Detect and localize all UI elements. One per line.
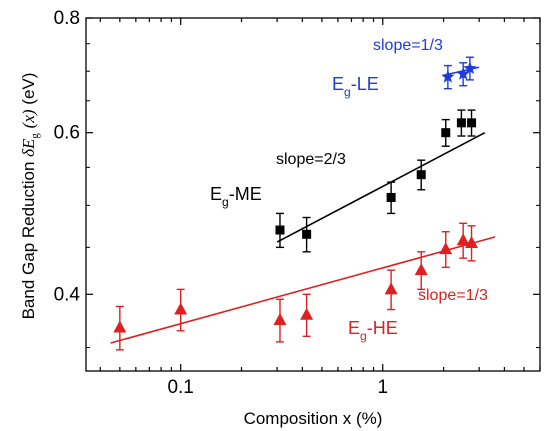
data-points bbox=[113, 56, 479, 351]
y-axis-title: Band Gap Reduction δEg (x) (eV) bbox=[19, 73, 41, 320]
marker-triangle bbox=[273, 313, 287, 326]
data-point-he bbox=[414, 251, 428, 291]
series-le-slope: slope=1/3 bbox=[373, 37, 443, 54]
marker-square bbox=[302, 229, 312, 239]
data-point-he bbox=[113, 305, 127, 351]
data-point-me bbox=[416, 159, 426, 191]
data-point-me bbox=[456, 109, 466, 137]
series-le-label: Eg-LE bbox=[332, 74, 379, 99]
series-he-label: Eg-HE bbox=[348, 318, 398, 343]
x-tick-label: 1 bbox=[377, 377, 388, 398]
marker-star bbox=[456, 67, 470, 80]
marker-square bbox=[441, 128, 451, 138]
marker-triangle bbox=[384, 282, 398, 295]
marker-triangle bbox=[465, 235, 479, 248]
data-point-me bbox=[386, 181, 396, 215]
data-point-he bbox=[300, 293, 314, 338]
data-point-he bbox=[456, 222, 470, 259]
data-point-he bbox=[174, 288, 188, 332]
x-tick-label: 0.1 bbox=[167, 377, 193, 398]
y-axis-title-prefix: Band Gap Reduction bbox=[19, 157, 38, 320]
marker-triangle bbox=[456, 233, 470, 246]
marker-triangle bbox=[439, 242, 453, 255]
data-point-me bbox=[441, 118, 451, 147]
series-he-slope: slope=1/3 bbox=[418, 287, 488, 304]
y-axis-title-sub: g bbox=[29, 133, 41, 139]
marker-square bbox=[416, 170, 426, 180]
marker-star bbox=[441, 69, 455, 83]
marker-star bbox=[463, 61, 477, 75]
data-point-me bbox=[302, 216, 312, 253]
data-point-me bbox=[275, 212, 285, 249]
fit-line-he bbox=[110, 236, 496, 344]
plot-frame bbox=[85, 17, 541, 372]
y-axis-title-delta: δE bbox=[19, 138, 38, 157]
y-tick-label: 0.4 bbox=[54, 284, 81, 305]
data-point-le bbox=[456, 62, 470, 87]
y-axis-title-x: (x) bbox=[19, 109, 38, 128]
series-me-label: Eg-ME bbox=[210, 184, 262, 209]
y-axis: 0.4 0.6 0.8 bbox=[54, 8, 540, 349]
data-point-me bbox=[467, 109, 477, 137]
marker-triangle bbox=[113, 320, 127, 333]
data-point-le bbox=[441, 64, 455, 90]
data-point-he bbox=[465, 225, 479, 262]
data-point-he bbox=[384, 269, 398, 311]
marker-triangle bbox=[174, 302, 188, 315]
marker-square bbox=[386, 192, 396, 202]
fit-line-me bbox=[276, 131, 486, 243]
data-point-he bbox=[439, 231, 453, 269]
svg-text:Band Gap Reduction δEg (x) (eV: Band Gap Reduction δEg (x) (eV) bbox=[19, 73, 41, 320]
data-point-he bbox=[273, 298, 287, 343]
y-tick-label: 0.8 bbox=[54, 8, 80, 29]
marker-triangle bbox=[414, 263, 428, 276]
y-axis-title-unit: (eV) bbox=[19, 73, 38, 105]
data-point-le bbox=[463, 56, 477, 81]
x-axis-title: Composition x (%) bbox=[244, 409, 383, 428]
marker-triangle bbox=[300, 307, 314, 320]
marker-square bbox=[456, 118, 466, 128]
y-tick-label: 0.6 bbox=[54, 123, 80, 144]
marker-square bbox=[467, 118, 477, 128]
x-axis: 0.1 1 bbox=[99, 18, 541, 398]
series-me-slope: slope=2/3 bbox=[276, 151, 346, 168]
marker-square bbox=[275, 225, 285, 235]
